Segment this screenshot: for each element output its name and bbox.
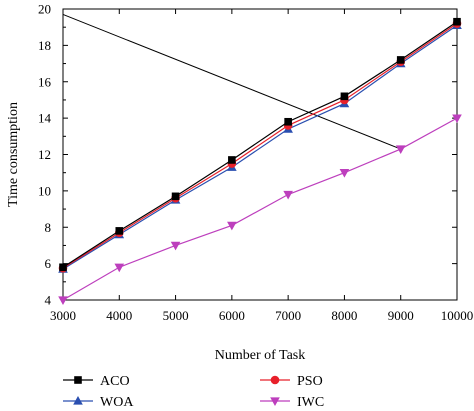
data-point-aco [59, 263, 67, 272]
data-point-iwc [58, 296, 68, 305]
y-tick-label: 20 [38, 2, 51, 17]
data-point-iwc [170, 241, 181, 251]
x-tick-label: 5000 [163, 308, 189, 323]
data-point-aco [228, 156, 236, 164]
data-point-aco [284, 117, 292, 126]
x-tick-label: 10000 [441, 308, 474, 323]
series-line-aco [62, 21, 458, 268]
legend-label-aco: ACO [100, 374, 130, 389]
data-point-iwc [452, 114, 462, 124]
data-point-aco [171, 192, 180, 201]
y-tick-label: 4 [45, 293, 52, 308]
legend-marker-pso [270, 375, 280, 385]
data-point-iwc [227, 221, 237, 231]
legend-marker-aco [74, 376, 82, 384]
y-axis-title: Time consumption [6, 102, 21, 207]
series-line-pso [62, 23, 458, 269]
data-point-iwc [339, 169, 350, 178]
legend-item-pso: PSO [260, 374, 323, 389]
x-tick-label: 9000 [388, 308, 414, 323]
data-point-aco [396, 56, 405, 64]
legend-marker-iwc [270, 397, 280, 406]
data-point-iwc [114, 263, 125, 273]
data-point-iwc [283, 190, 293, 200]
data-point-aco [115, 227, 124, 235]
y-tick-label: 18 [38, 38, 51, 53]
x-tick-label: 8000 [331, 308, 357, 323]
y-tick-label: 12 [38, 147, 51, 162]
y-tick-label: 8 [45, 220, 52, 235]
y-tick-label: 14 [38, 111, 52, 126]
legend: ACO PSO WOA IWC [63, 374, 324, 410]
y-tick-label: 10 [38, 183, 51, 198]
y-tick-label: 16 [38, 74, 52, 89]
x-tick-label: 6000 [219, 308, 245, 323]
legend-item-iwc: IWC [260, 395, 324, 410]
legend-marker-woa [73, 396, 83, 405]
legend-label-woa: WOA [100, 395, 134, 410]
series-line-iwc [62, 117, 458, 301]
data-point-aco [340, 92, 349, 101]
y-tick-label: 6 [45, 256, 52, 271]
data-point-iwc [395, 145, 406, 155]
x-tick-label: 4000 [106, 308, 132, 323]
legend-item-aco: ACO [63, 374, 130, 389]
x-tick-label: 3000 [50, 308, 76, 323]
x-axis-title: Number of Task [215, 348, 306, 363]
series-line-woa [62, 24, 458, 270]
data-point-aco [453, 17, 461, 26]
legend-label-pso: PSO [297, 374, 323, 389]
x-tick-label: 7000 [275, 308, 301, 323]
plot-frame [62, 8, 458, 301]
legend-item-woa: WOA [63, 395, 134, 410]
reference-line [62, 13, 401, 150]
plot-area: 3000 4000 5000 6000 7000 8000 9000 10000 4 6 8 10 12… [38, 2, 473, 324]
legend-label-iwc: IWC [297, 395, 324, 410]
